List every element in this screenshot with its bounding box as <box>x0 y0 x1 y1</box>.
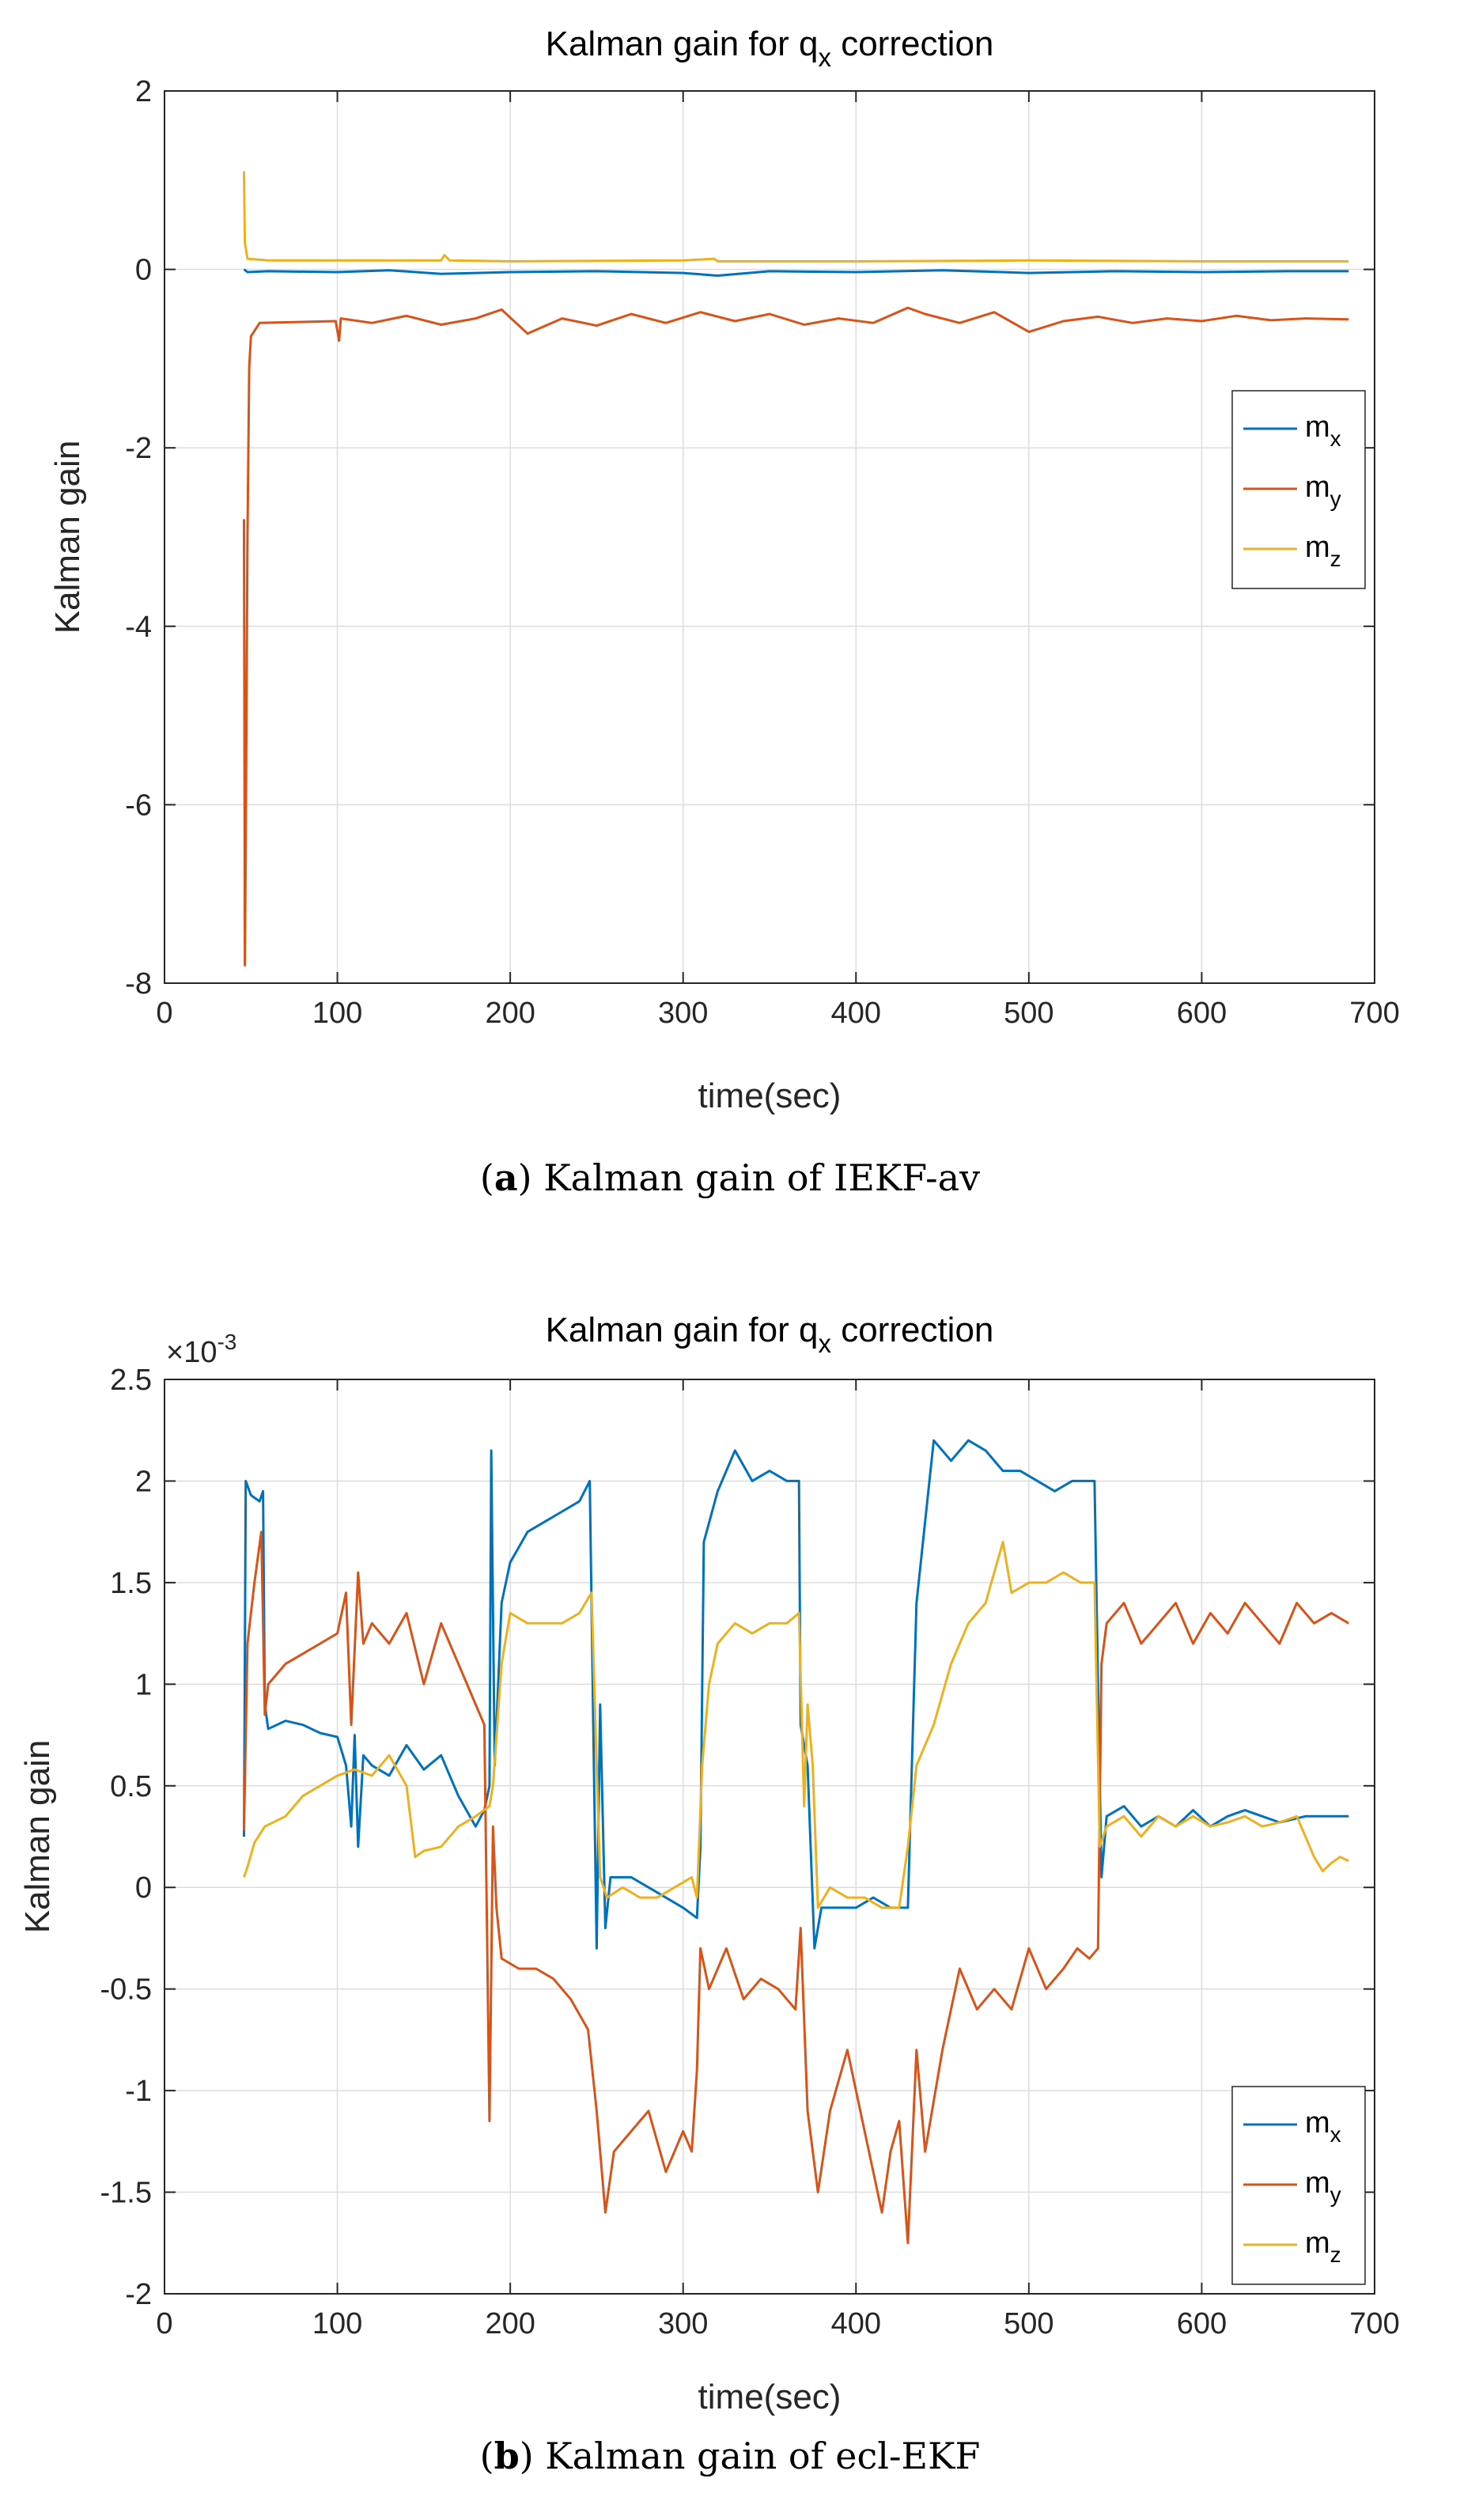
legend-label-mz: mz <box>1305 531 1341 571</box>
x-axis-label: time(sec) <box>698 1076 842 1115</box>
y-tick-label: -2 <box>125 2278 152 2311</box>
y-tick-label: -6 <box>125 789 152 822</box>
x-axis-label: time(sec) <box>698 2378 842 2416</box>
y-tick-label: -8 <box>125 967 152 1001</box>
axes-box <box>164 90 1375 984</box>
legend-label-mx: mx <box>1305 411 1341 451</box>
chart-b: 0 100 200 300 400 500 600 700 -2 -1.5 -1 -0.5 0 0.5 1 1… <box>18 1311 1400 2416</box>
legend: mx my mz <box>1231 2086 1366 2285</box>
x-tick-label: 100 <box>312 997 362 1030</box>
x-tick-label: 300 <box>658 997 708 1030</box>
x-tick-label: 400 <box>831 997 881 1030</box>
axis-scale-factor: ×10-3 <box>166 1330 236 1369</box>
x-tick-label: 500 <box>1004 2307 1053 2340</box>
y-tick-label: 0 <box>135 1871 152 1905</box>
y-tick-label: 0.5 <box>110 1770 152 1803</box>
x-tick-label: 600 <box>1177 2307 1227 2340</box>
series-line-mz <box>243 1541 1349 1909</box>
y-tick-label: 2 <box>135 75 152 108</box>
x-tick-label: 0 <box>156 997 172 1030</box>
y-tick-label: -1.5 <box>100 2177 152 2210</box>
chart-title: Kalman gain for qx correction <box>546 25 994 72</box>
x-tick-label: 0 <box>156 2307 172 2340</box>
x-tick-label: 200 <box>485 997 535 1030</box>
x-tick-label: 200 <box>485 2307 535 2340</box>
chart-title: Kalman gain for qx correction <box>546 1311 994 1358</box>
y-tick-label: 2.5 <box>110 1364 152 1397</box>
y-tick-label: -0.5 <box>100 1973 152 2007</box>
series-group <box>243 1439 1349 2245</box>
legend-label-mz: mz <box>1305 2227 1341 2267</box>
series-line-my <box>243 306 1349 967</box>
series-line-mx <box>243 1439 1349 1950</box>
chart-a: 0 100 200 300 400 500 600 700 -8 -6 -4 -2 0 2 Kalman g… <box>48 25 1400 1115</box>
y-tick-label: 2 <box>135 1465 152 1498</box>
grid <box>165 1379 1375 2294</box>
y-tick-label: 1 <box>135 1668 152 1701</box>
series-group <box>243 171 1349 967</box>
axes-box <box>164 1379 1375 2295</box>
y-tick-label: 1.5 <box>110 1567 152 1600</box>
legend: mx my mz <box>1231 390 1366 589</box>
legend-label-mx: mx <box>1305 2106 1341 2147</box>
y-axis-label: Kalman gain <box>48 441 87 634</box>
caption-b: (b) Kalman gain of ecl-EKF <box>479 2435 981 2477</box>
x-tick-label: 600 <box>1177 997 1227 1030</box>
x-tick-label: 100 <box>312 2307 362 2340</box>
grid <box>165 91 1375 983</box>
x-tick-label: 700 <box>1349 997 1399 1030</box>
x-tick-label: 700 <box>1349 2307 1399 2340</box>
x-tick-label: 300 <box>658 2307 708 2340</box>
series-line-mz <box>243 171 1349 263</box>
x-tick-label: 400 <box>831 2307 881 2340</box>
caption-a: (a) Kalman gain of IEKF-av <box>479 1156 981 1199</box>
y-axis-label: Kalman gain <box>18 1740 57 1934</box>
y-tick-label: -2 <box>125 432 152 465</box>
y-tick-label: -1 <box>125 2075 152 2108</box>
series-line-my <box>243 1531 1349 2245</box>
y-tick-label: -4 <box>125 611 152 644</box>
legend-label-my: my <box>1305 471 1341 511</box>
legend-label-my: my <box>1305 2166 1341 2207</box>
x-tick-label: 500 <box>1004 997 1053 1030</box>
series-line-mx <box>243 268 1349 277</box>
y-tick-label: 0 <box>135 254 152 287</box>
